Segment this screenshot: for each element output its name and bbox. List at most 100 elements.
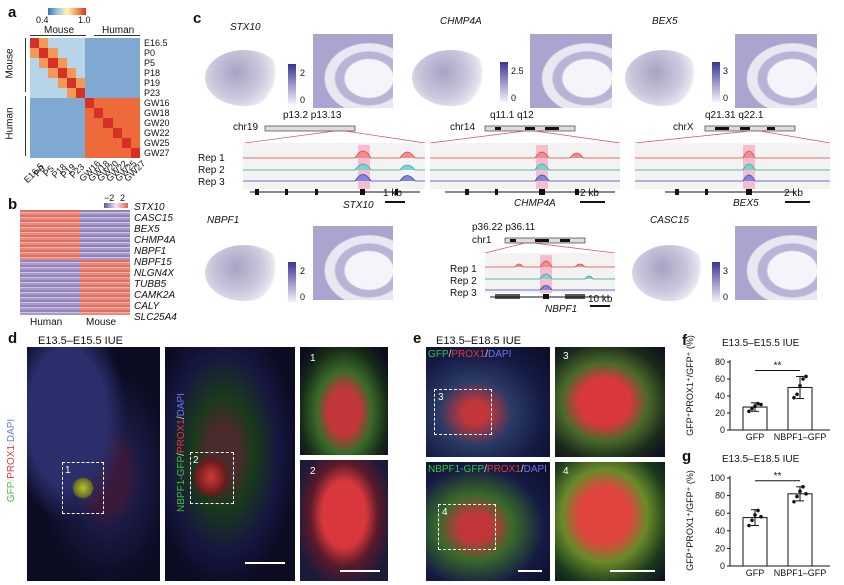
- data-point: [753, 513, 757, 517]
- heatmap-cell: [57, 98, 67, 108]
- gene-label: TUBB5: [134, 279, 167, 290]
- heatmap-cell: [94, 68, 104, 78]
- panel-g-ylabel: GFP⁺PROX1⁺/GFP⁺ (%): [684, 470, 695, 571]
- heatmap-cell: [66, 38, 76, 48]
- panel-d-title: E13.5–E15.5 IUE: [38, 335, 124, 347]
- heatmap-cell: [112, 48, 122, 58]
- heatmap-cell: [66, 138, 76, 148]
- panel-a-label: a: [8, 4, 17, 21]
- y-tick-label: 20: [715, 543, 725, 553]
- panel-b-scale-max: 2: [120, 193, 126, 203]
- heatmap-cell: [103, 98, 113, 108]
- row-label: P5: [144, 58, 156, 68]
- heatmap-cell: [121, 58, 131, 68]
- heatmap-cell: [112, 128, 122, 138]
- heatmap-cell: [103, 118, 113, 128]
- data-point: [753, 404, 757, 408]
- panel-f-ylabel: GFP⁺PROX1⁺/GFP⁺ (%): [684, 335, 695, 436]
- expression-heatmap: [20, 210, 130, 315]
- heatmap-cell: [112, 78, 122, 88]
- heatmap-cell: [85, 118, 95, 128]
- stain-label-bottom: NBPF1-GFP/PROX1/DAPI: [428, 464, 547, 475]
- heatmap-cell: [94, 58, 104, 68]
- heatmap-cell: [57, 128, 67, 138]
- gene-title-casc15: CASC15: [650, 215, 689, 226]
- heatmap-cell: [103, 128, 113, 138]
- heatmap-cell: [94, 108, 104, 118]
- stain-prox1: PROX1: [451, 349, 486, 360]
- heatmap-cell: [30, 98, 40, 108]
- heatmap-cell: [103, 78, 113, 88]
- heatmap-cell: [39, 128, 49, 138]
- heatmap-cell: [130, 48, 140, 58]
- chr-label: chr14: [450, 122, 476, 133]
- row-label: GW20: [144, 118, 170, 128]
- panel-a-col-mouse: Mouse: [44, 25, 75, 36]
- heatmap-cell: [130, 88, 140, 98]
- colorbar-max: 3: [723, 266, 729, 276]
- data-point: [804, 374, 808, 379]
- heatmap-cell: [39, 118, 49, 128]
- stain-nbpf1-gfp: NBPF1-GFP: [175, 455, 187, 512]
- in-situ-section: [735, 226, 817, 300]
- panel-b-scale-min: −2: [104, 193, 115, 203]
- stain-sep: /: [6, 442, 18, 445]
- heatmap-cell: [94, 128, 104, 138]
- tsne-plot: [205, 245, 283, 301]
- category-label: GFP: [746, 568, 765, 578]
- bar-chart-f: 0 20 40 60 80 GFP NBPF1–GFP **: [715, 357, 830, 442]
- colorbar: [500, 62, 508, 102]
- heatmap-cell: [30, 118, 40, 128]
- track-scale-label: 1 kb: [383, 188, 402, 199]
- rep-label: Rep 1: [450, 264, 477, 275]
- data-point: [798, 489, 802, 493]
- stain-dapi: DAPI: [523, 464, 547, 475]
- heatmap-cell: [103, 38, 113, 48]
- heatmap-cell: [103, 108, 113, 118]
- heatmap-cell: [112, 118, 122, 128]
- heatmap-cell: [66, 98, 76, 108]
- stain-dapi: DAPI: [488, 349, 512, 360]
- bar-chart-g: 0 20 40 60 80 100 GFP NBPF1–GFP **: [710, 471, 830, 578]
- heatmap-cell: [112, 98, 122, 108]
- heatmap-cell: [30, 128, 40, 138]
- colorbar-min: 0: [300, 95, 306, 105]
- heatmap-cell: [130, 138, 140, 148]
- heatmap-cell: [94, 78, 104, 88]
- heatmap-cell: [130, 118, 140, 128]
- gene-title-bex5: BEX5: [652, 16, 678, 27]
- similarity-heatmap: [30, 38, 140, 158]
- zoom-inset-2: 2: [300, 460, 388, 581]
- heatmap-cell: [66, 108, 76, 118]
- heatmap-cell: [57, 58, 67, 68]
- y-tick-label: 60: [715, 374, 725, 384]
- heatmap-cell: [112, 138, 122, 148]
- gene-label: STX10: [134, 202, 165, 213]
- gene-label: CASC15: [134, 213, 173, 224]
- heatmap-cell: [57, 68, 67, 78]
- row-label: P18: [144, 68, 161, 78]
- heatmap-cell: [103, 48, 113, 58]
- colorbar-min: 0: [511, 93, 517, 103]
- y-tick-label: 40: [715, 391, 725, 401]
- micrograph-gfp: 1: [27, 347, 160, 581]
- zoom-inset-4: 4: [555, 462, 665, 581]
- rep-label: Rep 1: [198, 153, 225, 164]
- heatmap-cell: [48, 108, 58, 118]
- panel-a-col-human: Human: [102, 25, 135, 36]
- stain-prox1: PROX1: [175, 419, 187, 454]
- y-tick-label: 0: [720, 425, 725, 435]
- heatmap-cell: [85, 68, 95, 78]
- heatmap-cell: [130, 98, 140, 108]
- heatmap-cell: [39, 138, 49, 148]
- genome-track-nbpf1: [484, 237, 616, 307]
- panel-a-row-human: Human: [4, 107, 16, 140]
- gene-title-nbpf1: NBPF1: [207, 215, 240, 226]
- data-point: [750, 406, 754, 411]
- gene-title-stx10: STX10: [230, 22, 261, 33]
- chr-label: chrX: [673, 122, 694, 133]
- heatmap-cell: [130, 128, 140, 138]
- in-situ-section: [313, 226, 393, 300]
- heatmap-cell: [85, 48, 95, 58]
- heatmap-cell: [121, 38, 131, 48]
